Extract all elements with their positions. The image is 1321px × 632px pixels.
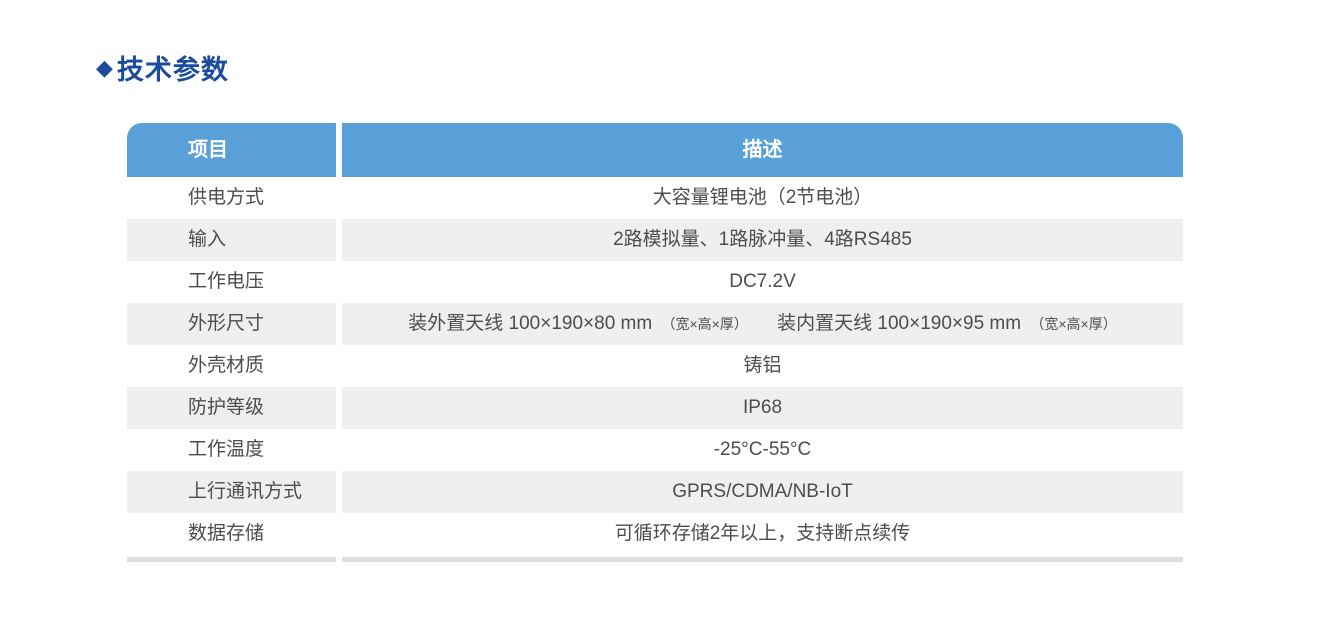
column-divider (336, 429, 342, 471)
table-header-row: 项目 描述 (127, 123, 1183, 177)
row-label: 外壳材质 (127, 345, 336, 387)
row-label: 输入 (127, 219, 336, 261)
strip-right (342, 557, 1183, 562)
page-title-text: 技术参数 (116, 55, 229, 85)
table-row: 工作电压 DC7.2V (127, 261, 1183, 303)
row-label: 供电方式 (127, 177, 336, 219)
column-divider (336, 123, 342, 177)
column-divider (336, 513, 342, 555)
dimension-internal-note: （宽×高×厚） (1030, 316, 1117, 332)
spec-table: 项目 描述 供电方式 大容量锂电池（2节电池） 输入 2路模拟量、1路脉冲量、4… (127, 123, 1183, 562)
row-value: 铸铝 (342, 345, 1183, 387)
row-label: 上行通讯方式 (127, 471, 336, 513)
table-row: 输入 2路模拟量、1路脉冲量、4路RS485 (127, 219, 1183, 261)
table-row: 外形尺寸 装外置天线 100×190×80 mm （宽×高×厚） 装内置天线 1… (127, 303, 1183, 345)
column-divider (336, 219, 342, 261)
page-title: ◆ 技术参数 (96, 48, 229, 87)
row-label: 外形尺寸 (127, 303, 336, 345)
table-row: 外壳材质 铸铝 (127, 345, 1183, 387)
table-row: 上行通讯方式 GPRS/CDMA/NB-IoT (127, 471, 1183, 513)
column-divider (336, 387, 342, 429)
row-label: 数据存储 (127, 513, 336, 555)
row-label: 工作电压 (127, 261, 336, 303)
table-bottom-strip (127, 557, 1183, 562)
table-row: 防护等级 IP68 (127, 387, 1183, 429)
table-header-description: 描述 (342, 123, 1183, 177)
column-divider (336, 177, 342, 219)
row-value: 2路模拟量、1路脉冲量、4路RS485 (342, 219, 1183, 261)
column-divider (336, 557, 342, 562)
table-row: 供电方式 大容量锂电池（2节电池） (127, 177, 1183, 219)
row-value: 可循环存储2年以上，支持断点续传 (342, 513, 1183, 555)
row-value: -25°C-55°C (342, 429, 1183, 471)
column-divider (336, 261, 342, 303)
dimension-external: 装外置天线 100×190×80 mm (408, 313, 653, 334)
row-value: DC7.2V (342, 261, 1183, 303)
row-label: 工作温度 (127, 429, 336, 471)
column-divider (336, 471, 342, 513)
row-value: IP68 (342, 387, 1183, 429)
table-header-item: 项目 (127, 123, 336, 177)
diamond-bullet-icon: ◆ (96, 54, 114, 80)
row-value: 大容量锂电池（2节电池） (342, 177, 1183, 219)
strip-left (127, 557, 336, 562)
row-label: 防护等级 (127, 387, 336, 429)
column-divider (336, 303, 342, 345)
table-row: 工作温度 -25°C-55°C (127, 429, 1183, 471)
dimension-external-note: （宽×高×厚） (661, 316, 748, 332)
dimension-internal: 装内置天线 100×190×95 mm (777, 313, 1022, 334)
row-value: GPRS/CDMA/NB-IoT (342, 471, 1183, 513)
row-value: 装外置天线 100×190×80 mm （宽×高×厚） 装内置天线 100×19… (342, 303, 1183, 345)
table-row: 数据存储 可循环存储2年以上，支持断点续传 (127, 513, 1183, 555)
column-divider (336, 345, 342, 387)
